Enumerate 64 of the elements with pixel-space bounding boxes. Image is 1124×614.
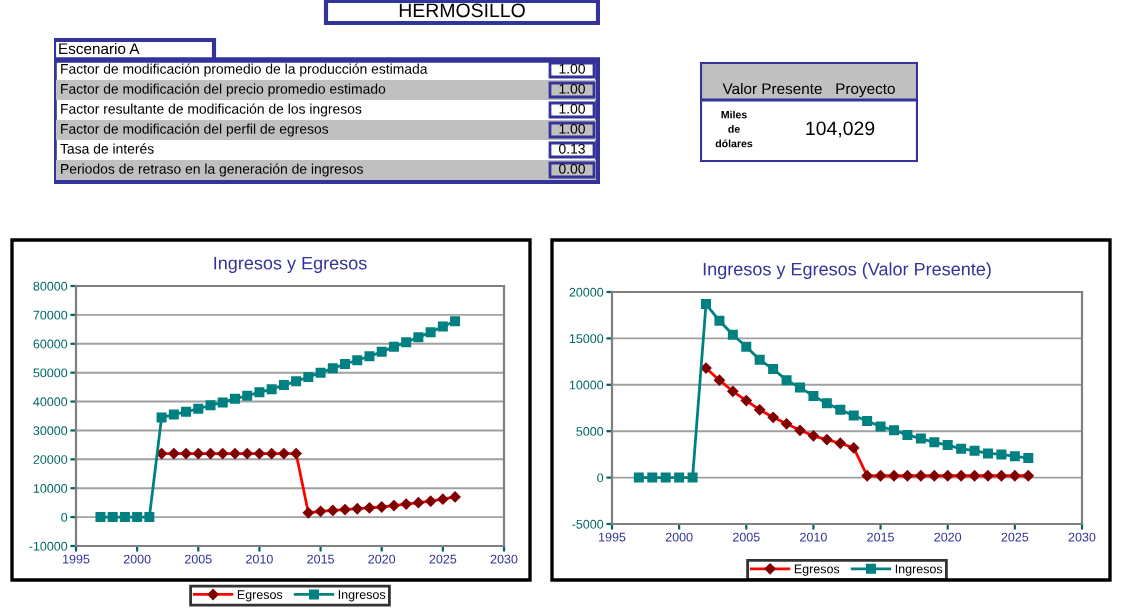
point (132, 512, 143, 523)
point (848, 410, 859, 421)
point (714, 315, 725, 326)
point (181, 406, 192, 417)
point (862, 415, 873, 426)
point (808, 390, 819, 401)
point (754, 354, 765, 365)
point (193, 403, 204, 414)
point (303, 372, 314, 382)
point (107, 512, 118, 523)
point (795, 382, 805, 393)
point (242, 390, 253, 401)
point (1023, 453, 1034, 464)
point (217, 397, 228, 408)
point (741, 341, 752, 352)
point (364, 351, 375, 362)
point (660, 472, 671, 483)
point (413, 332, 424, 343)
point (119, 512, 130, 523)
point (727, 329, 738, 340)
point (315, 367, 326, 378)
point (327, 363, 338, 374)
point (633, 472, 644, 483)
point (781, 375, 792, 386)
point (687, 472, 698, 483)
point (401, 337, 412, 348)
point (889, 425, 899, 436)
point (902, 429, 913, 440)
point (352, 355, 363, 366)
point (291, 376, 302, 387)
point (144, 512, 155, 523)
point (95, 512, 106, 523)
point (821, 398, 832, 409)
point (768, 364, 779, 375)
point (701, 299, 711, 310)
point (1009, 451, 1020, 462)
point (996, 449, 1007, 460)
point (674, 472, 685, 483)
point (376, 346, 387, 357)
point (647, 472, 658, 483)
point (835, 404, 846, 415)
point (983, 448, 993, 459)
point (956, 443, 967, 454)
point (969, 445, 980, 456)
point (205, 400, 216, 411)
chart-title: Ingresos y Egresos (214, 256, 367, 274)
point (388, 341, 399, 352)
point (168, 409, 179, 420)
point (929, 437, 940, 448)
chart-title: Ingresos y Egresos (Valor Presente) (703, 262, 991, 280)
point (437, 321, 448, 332)
point (156, 412, 167, 423)
point (875, 421, 886, 432)
point (340, 359, 351, 369)
point (266, 384, 277, 395)
text: HERMOSILLO (399, 3, 525, 18)
point (450, 316, 461, 327)
point (278, 380, 289, 391)
point (425, 327, 436, 338)
text: 104,029 (806, 121, 875, 138)
point (254, 387, 265, 398)
point (942, 440, 953, 451)
point (915, 433, 926, 444)
point (229, 393, 240, 404)
